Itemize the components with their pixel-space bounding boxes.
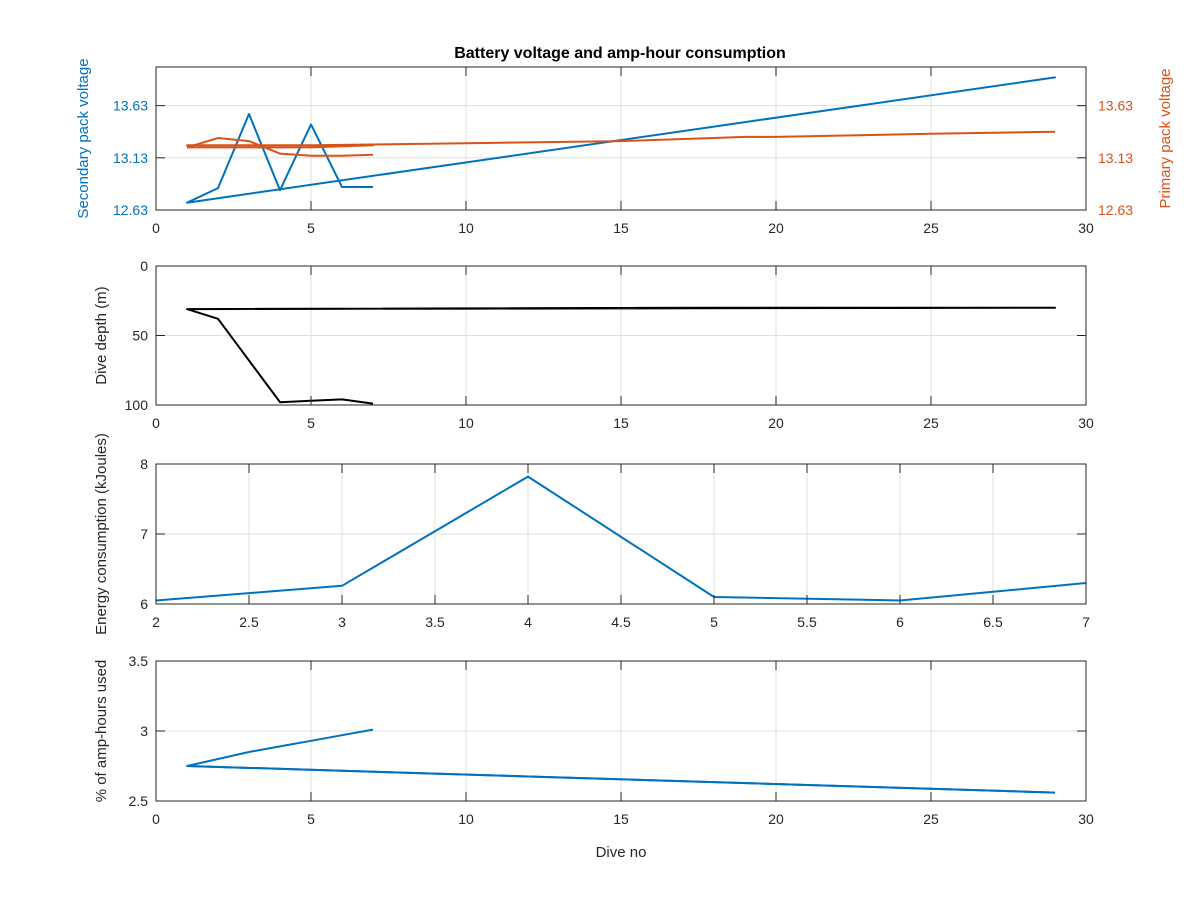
x-tick-label: 0 [152, 415, 160, 431]
series-line-1 [186, 76, 1056, 204]
x-tick-label: 20 [768, 811, 784, 827]
x-tick-label: 30 [1078, 415, 1094, 431]
x-tick-label: 15 [613, 811, 629, 827]
x-tick-label: 5 [710, 614, 718, 630]
x-tick-label: 30 [1078, 811, 1094, 827]
y-tick-label: 50 [132, 328, 148, 344]
y-tick-label: 3.5 [129, 653, 149, 669]
x-tick-label: 5 [307, 220, 315, 236]
x-tick-label: 20 [768, 220, 784, 236]
y-tick-label: 8 [140, 456, 148, 472]
x-tick-label: 5 [307, 415, 315, 431]
x-tick-label: 6.5 [983, 614, 1003, 630]
x-tick-label: 3 [338, 614, 346, 630]
y-tick-label: 3 [140, 723, 148, 739]
x-tick-label: 25 [923, 811, 939, 827]
y-tick-label: 0 [140, 258, 148, 274]
y-tick-label: 2.5 [129, 793, 149, 809]
x-tick-label: 5 [307, 811, 315, 827]
series-line-3 [186, 137, 374, 157]
y-tick-label: 13.13 [113, 150, 148, 166]
y-axis-label: Secondary pack voltage [75, 58, 92, 218]
x-tick-label: 10 [458, 811, 474, 827]
x-tick-label: 3.5 [425, 614, 445, 630]
x-axis-label: Dive no [596, 844, 647, 861]
y-right-tick-label: 13.63 [1098, 98, 1133, 114]
x-tick-label: 25 [923, 220, 939, 236]
x-tick-label: 4 [524, 614, 532, 630]
x-tick-label: 25 [923, 415, 939, 431]
chart-title: Battery voltage and amp-hour consumption [454, 45, 786, 62]
panel-3: 2 2.5 3 3.5 4 4.5 5 5.5 6 6.5 7 6 7 8 Energy consumpti… [93, 433, 1090, 635]
x-tick-label: 0 [152, 811, 160, 827]
series-line-1 [155, 475, 1087, 602]
x-tick-label: 15 [613, 415, 629, 431]
y-tick-label: 100 [125, 397, 149, 413]
y-right-tick-label: 12.63 [1098, 202, 1133, 218]
x-tick-label: 2 [152, 614, 160, 630]
panel-2: 0 5 10 15 20 25 30 0 50 100 Dive depth (m) [93, 258, 1094, 431]
y-right-tick-label: 13.13 [1098, 150, 1133, 166]
series-line-1 [186, 306, 1056, 405]
y-axis-label: % of amp-hours used [93, 660, 110, 803]
panels: 0 5 10 15 20 25 3012.6313.1313.6312.6313.1313.… [75, 58, 1174, 861]
y-tick-label: 13.63 [113, 98, 148, 114]
x-tick-label: 30 [1078, 220, 1094, 236]
x-tick-label: 2.5 [239, 614, 259, 630]
panel-4: 0 5 10 15 20 25 30 2.5 3 3.5 % of amp-hours used Di… [93, 653, 1094, 861]
series-line-1 [186, 728, 1056, 794]
y-axis-label: Energy consumption (kJoules) [93, 433, 110, 635]
x-tick-label: 4.5 [611, 614, 631, 630]
x-tick-label: 5.5 [797, 614, 817, 630]
x-tick-label: 7 [1082, 614, 1090, 630]
x-tick-label: 20 [768, 415, 784, 431]
x-tick-label: 10 [458, 415, 474, 431]
series-line-2 [186, 765, 1056, 794]
y-tick-label: 7 [140, 526, 148, 542]
y-axis-label: Dive depth (m) [93, 286, 110, 384]
x-tick-label: 10 [458, 220, 474, 236]
x-tick-label: 15 [613, 220, 629, 236]
panel-1: 0 5 10 15 20 25 3012.6313.1313.6312.6313.1313.… [75, 58, 1174, 236]
y-right-axis-label: Primary pack voltage [1157, 68, 1174, 208]
y-tick-label: 6 [140, 596, 148, 612]
x-tick-label: 0 [152, 220, 160, 236]
y-tick-label: 12.63 [113, 202, 148, 218]
x-tick-label: 6 [896, 614, 904, 630]
